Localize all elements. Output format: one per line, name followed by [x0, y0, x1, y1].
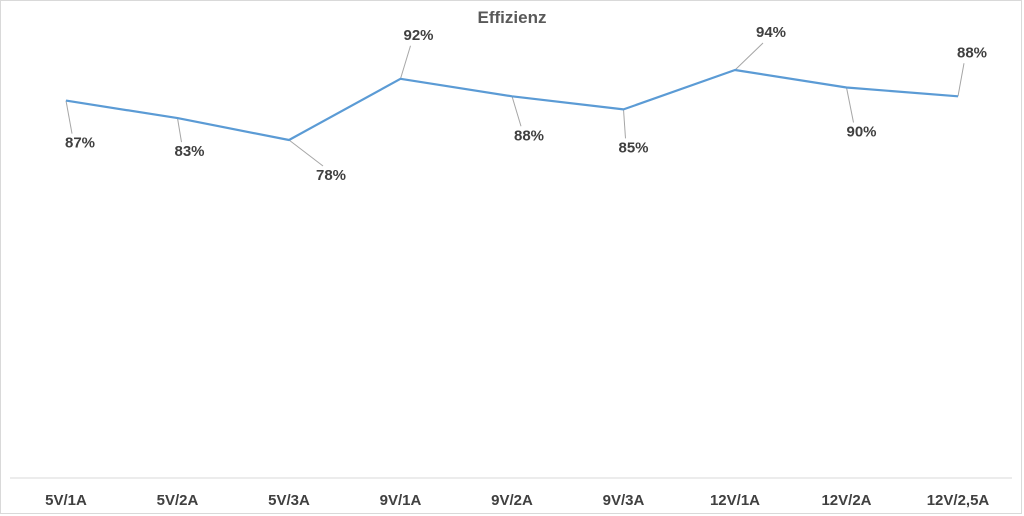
leader-line	[288, 139, 324, 167]
x-tick-label: 12V/2,5A	[927, 492, 990, 509]
data-label: 87%	[65, 135, 95, 152]
data-label: 90%	[846, 124, 876, 141]
x-tick-label: 9V/3A	[603, 492, 645, 509]
leader-line	[65, 100, 73, 134]
x-tick-label: 9V/2A	[491, 492, 533, 509]
data-label: 94%	[756, 24, 786, 41]
x-tick-label: 9V/1A	[380, 492, 422, 509]
leader-line	[623, 109, 626, 139]
x-tick-label: 12V/1A	[710, 492, 760, 509]
leader-line	[734, 42, 764, 71]
data-label: 88%	[957, 44, 987, 61]
leader-line	[400, 45, 411, 79]
data-label: 78%	[316, 167, 346, 184]
data-label: 88%	[514, 127, 544, 144]
data-label: 85%	[618, 139, 648, 156]
leader-line	[957, 63, 965, 97]
data-label: 92%	[403, 27, 433, 44]
series-line	[65, 68, 959, 142]
x-tick-label: 12V/2A	[821, 492, 871, 509]
x-tick-label: 5V/3A	[268, 492, 310, 509]
leader-line	[846, 87, 854, 123]
leader-line	[511, 96, 522, 127]
data-label: 83%	[174, 143, 204, 160]
leader-line	[177, 118, 182, 143]
x-tick-label: 5V/2A	[157, 492, 199, 509]
leader-lines	[65, 42, 965, 167]
data-labels: 87% 83% 78% 92% 88% 85% 94% 90% 88%	[65, 24, 987, 184]
category-labels: 5V/1A 5V/2A 5V/3A 9V/1A 9V/2A 9V/3A 12V/1A 12V/…	[45, 492, 989, 509]
chart-title: Effizienz	[477, 8, 547, 27]
x-tick-label: 5V/1A	[45, 492, 87, 509]
